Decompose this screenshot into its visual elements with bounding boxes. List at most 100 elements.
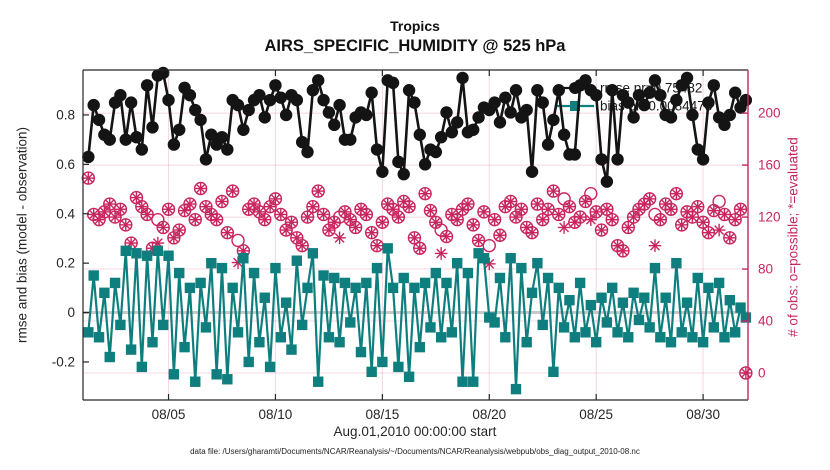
asterisk-spoke [714, 225, 725, 236]
bias-marker [430, 267, 442, 279]
bias-marker [713, 277, 725, 289]
rmse-marker [718, 118, 731, 132]
bias-marker [719, 332, 730, 343]
asterisk-spoke [275, 209, 286, 220]
bias-marker [238, 253, 249, 264]
rmse-marker [606, 84, 619, 97]
obs-possible-marker [231, 233, 245, 248]
asterisk-spoke [527, 227, 538, 238]
asterisk-spoke [692, 201, 703, 212]
obs-evaluated-marker [488, 213, 501, 226]
x-tick-label: 08/20 [472, 407, 506, 422]
rmse-marker [173, 123, 186, 136]
bias-marker [88, 270, 99, 281]
asterisk-spoke [516, 204, 527, 215]
bias-marker [574, 277, 586, 289]
asterisk-spoke [617, 245, 628, 256]
asterisk-spoke [682, 206, 693, 217]
bias-marker [179, 341, 190, 353]
bias-marker [286, 344, 297, 355]
asterisk-spoke [361, 209, 372, 220]
obs-evaluated-marker [563, 200, 576, 213]
rmse-marker [429, 145, 443, 159]
obs-evaluated-marker [183, 197, 197, 211]
bias-marker [660, 292, 671, 303]
obs-evaluated-marker [728, 213, 742, 226]
rmse-marker [638, 98, 651, 112]
bias-marker [141, 250, 153, 261]
bias-marker [665, 337, 677, 348]
obs-evaluated-marker [434, 247, 448, 260]
bias-marker [120, 245, 131, 257]
obs-evaluated-marker [702, 226, 715, 239]
obs-evaluated-marker [686, 210, 699, 224]
asterisk-spoke [313, 186, 324, 197]
obs-evaluated-marker [333, 231, 346, 245]
rmse-marker [611, 153, 624, 166]
asterisk-spoke [382, 199, 393, 210]
bias-marker [740, 312, 752, 323]
bias-marker [451, 257, 463, 269]
rmse-marker [301, 145, 314, 159]
asterisk-spoke [468, 219, 479, 230]
bias-marker [692, 272, 703, 284]
bias-marker [425, 322, 436, 333]
rmse-marker [450, 116, 464, 129]
rmse-marker [397, 168, 410, 181]
obs-evaluated-marker [413, 241, 427, 255]
asterisk-spoke [227, 186, 238, 197]
obs-evaluated-marker [301, 210, 314, 224]
asterisk-spoke [462, 199, 473, 210]
x-tick-label: 08/30 [686, 407, 720, 422]
rmse-marker [568, 148, 582, 161]
rmse-marker [702, 96, 715, 109]
obs-evaluated-marker [82, 171, 95, 185]
asterisk-spoke [553, 209, 564, 220]
rmse-marker [408, 96, 421, 109]
rmse-marker [739, 93, 753, 107]
rmse-marker [333, 98, 346, 112]
bias-marker [387, 282, 399, 294]
bias-marker [537, 319, 548, 331]
bias-marker [195, 277, 206, 289]
right-y-tick-label: 40 [758, 314, 773, 329]
bias-marker [697, 337, 709, 348]
asterisk-spoke [596, 225, 607, 236]
asterisk-spoke [409, 232, 420, 243]
obs-evaluated-marker [285, 215, 298, 229]
rmse-marker [237, 123, 250, 136]
obs-evaluated-marker [515, 202, 528, 216]
bias-marker [446, 327, 458, 338]
bias-marker [703, 282, 714, 294]
asterisk-spoke [318, 209, 329, 220]
obs-evaluated-marker [215, 195, 229, 208]
rmse-marker [622, 96, 635, 109]
asterisk-spoke [398, 196, 409, 207]
bias-marker [681, 297, 693, 308]
bias-marker [462, 267, 474, 279]
obs-evaluated-marker [723, 231, 737, 245]
rmse-marker [231, 98, 245, 112]
x-tick-label: 08/15 [365, 407, 399, 422]
asterisk-spoke [478, 206, 489, 217]
obs-evaluated-marker [295, 239, 309, 252]
obs-evaluated-marker [140, 208, 154, 221]
obs-evaluated-marker [317, 208, 330, 221]
bias-marker [590, 337, 602, 348]
rmse-marker [504, 106, 517, 119]
rmse-marker [194, 113, 207, 127]
asterisk-spoke [259, 214, 270, 225]
right-y-tick-label: 0 [758, 365, 766, 380]
obs-evaluated-marker [664, 202, 678, 216]
asterisk-spoke [436, 248, 447, 259]
bias-marker [361, 277, 372, 289]
asterisk-spoke [543, 204, 554, 215]
left-y-tick-label: -0.2 [52, 354, 75, 369]
rmse-marker [654, 88, 667, 102]
asterisk-spoke [356, 204, 366, 215]
bias-marker [505, 253, 516, 264]
bias-marker [484, 312, 495, 323]
obs-evaluated-marker [616, 244, 630, 258]
asterisk-spoke [163, 204, 174, 215]
